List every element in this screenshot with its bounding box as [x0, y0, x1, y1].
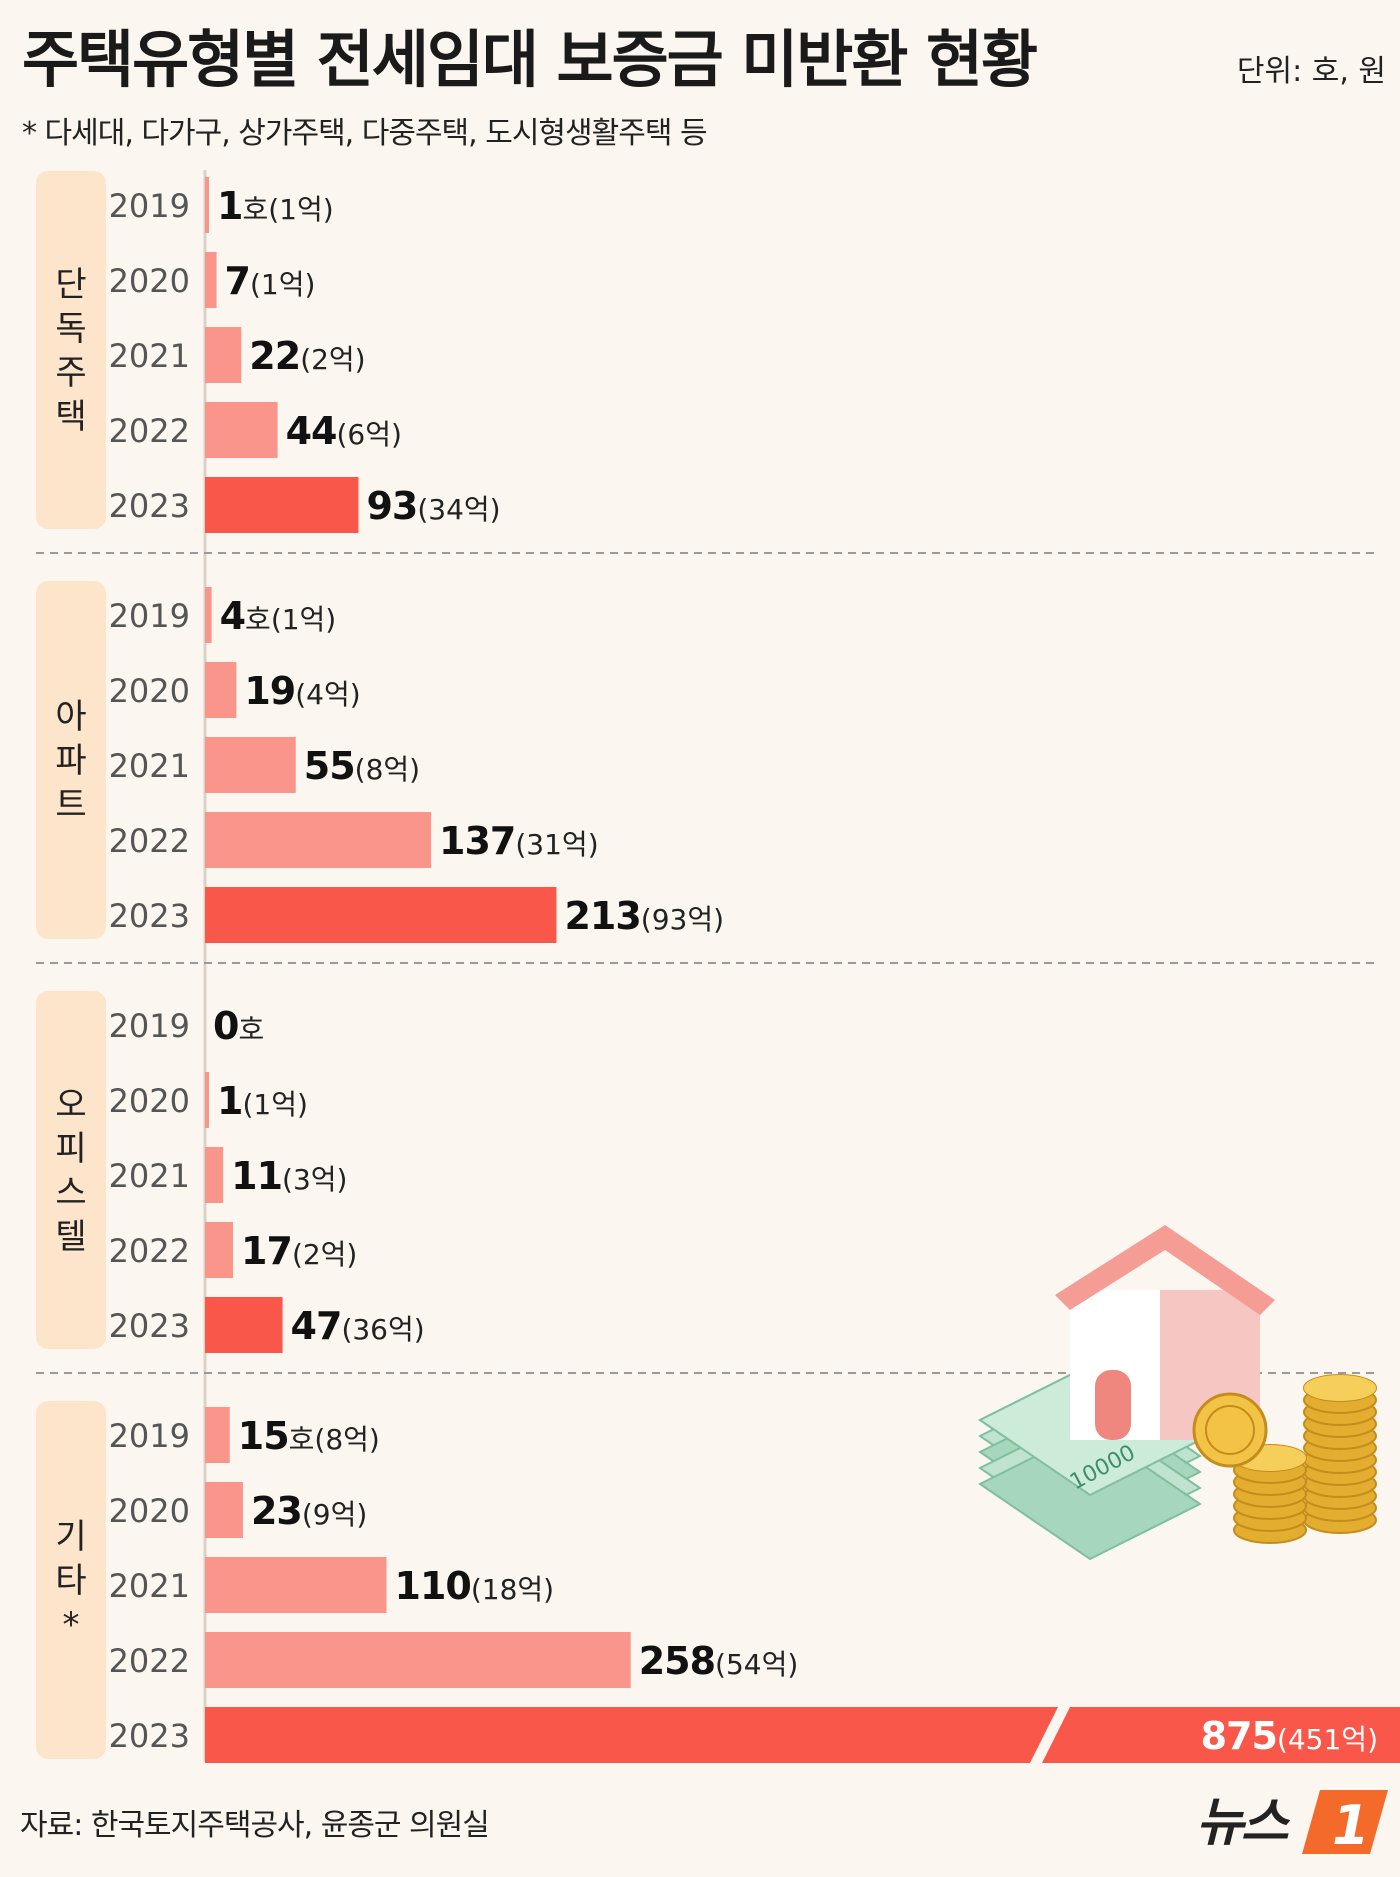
svg-text:뉴스: 뉴스: [1196, 1793, 1291, 1853]
svg-text:1: 1: [1332, 1794, 1370, 1857]
year-label: 2022: [109, 1232, 190, 1270]
year-label: 2021: [109, 337, 190, 375]
page-title: 주택유형별 전세임대 보증금 미반환 현황: [22, 23, 1038, 96]
category-label: 기 타 *: [55, 1517, 86, 1645]
bar: [205, 1297, 283, 1353]
year-label: 2023: [109, 1307, 190, 1345]
bar: [205, 1707, 1058, 1763]
bar: [205, 1632, 631, 1688]
footnote: * 다세대, 다가구, 상가주택, 다중주택, 도시형생활주택 등: [22, 116, 708, 151]
year-label: 2021: [109, 1567, 190, 1605]
value-label: 875(451억): [1201, 1714, 1378, 1758]
category-box: [36, 581, 106, 939]
news1-logo: 뉴스 1: [1196, 1790, 1388, 1857]
value-label: 4호(1억): [220, 594, 337, 638]
year-label: 2022: [109, 822, 190, 860]
year-label: 2023: [109, 487, 190, 525]
group-2: 오 피 스 텔 2019 0호 2020 1(1억) 2021 11(3억) 2022 17(2억) 2…: [36, 991, 1380, 1374]
year-label: 2020: [109, 1082, 190, 1120]
source-note: 자료: 한국토지주택공사, 윤종군 의원실: [20, 1808, 490, 1843]
value-label: 19(4억): [244, 669, 360, 713]
value-label: 1(1억): [217, 1079, 308, 1123]
value-label: 93(34억): [366, 484, 500, 528]
value-label: 110(18억): [395, 1564, 555, 1608]
bar: [205, 887, 557, 943]
bar: [205, 1072, 209, 1128]
year-label: 2020: [109, 1492, 190, 1530]
category-box: [36, 1401, 106, 1759]
year-label: 2020: [109, 672, 190, 710]
value-label: 1호(1억): [217, 184, 334, 228]
bar: [205, 477, 359, 533]
year-label: 2021: [109, 747, 190, 785]
value-label: 44(6억): [286, 409, 402, 453]
bar: [205, 1222, 234, 1278]
year-label: 2022: [109, 412, 190, 450]
value-label: 7(1억): [225, 259, 316, 303]
bar-continuation: [1042, 1707, 1400, 1763]
value-label: 11(3억): [231, 1154, 347, 1198]
value-label: 213(93억): [564, 894, 724, 938]
house-money-illustration: 10000: [978, 1225, 1377, 1561]
bar: [205, 737, 296, 793]
value-label: 258(54억): [639, 1639, 799, 1683]
year-label: 2019: [109, 187, 190, 225]
bar: [205, 1407, 230, 1463]
value-label: 15호(8억): [238, 1414, 380, 1458]
bar: [205, 1482, 243, 1538]
value-label: 22(2억): [249, 334, 365, 378]
bar: [205, 1147, 224, 1203]
category-box: [36, 171, 106, 529]
year-label: 2019: [109, 1417, 190, 1455]
year-label: 2019: [109, 597, 190, 635]
bar: [205, 587, 212, 643]
bar: [205, 662, 237, 718]
value-label: 23(9억): [251, 1489, 367, 1533]
year-label: 2020: [109, 262, 190, 300]
year-label: 2021: [109, 1157, 190, 1195]
group-3: 기 타 * 2019 15호(8억) 2020 23(9억) 2021 110(18억) 2022…: [36, 1401, 1400, 1763]
group-1: 아 파 트 2019 4호(1억) 2020 19(4억) 2021 55(8억) 2022 137…: [36, 581, 1380, 964]
category-box: [36, 991, 106, 1349]
year-label: 2023: [109, 1717, 190, 1755]
year-label: 2022: [109, 1642, 190, 1680]
value-label: 137(31억): [439, 819, 599, 863]
year-label: 2023: [109, 897, 190, 935]
value-label: 0호: [213, 1004, 264, 1048]
unit-label: 단위: 호, 원: [1236, 54, 1386, 89]
bar: [205, 177, 209, 233]
bar: [205, 1557, 387, 1613]
value-label: 17(2억): [241, 1229, 357, 1273]
year-label: 2019: [109, 1007, 190, 1045]
bar: [205, 402, 278, 458]
bar: [205, 252, 217, 308]
bar: [205, 812, 432, 868]
group-0: 단 독 주 택 2019 1호(1억) 2020 7(1억) 2021 22(2억) 2022 44(…: [36, 171, 1380, 554]
value-label: 47(36억): [291, 1304, 425, 1348]
value-label: 55(8억): [304, 744, 420, 788]
bar: [205, 327, 242, 383]
